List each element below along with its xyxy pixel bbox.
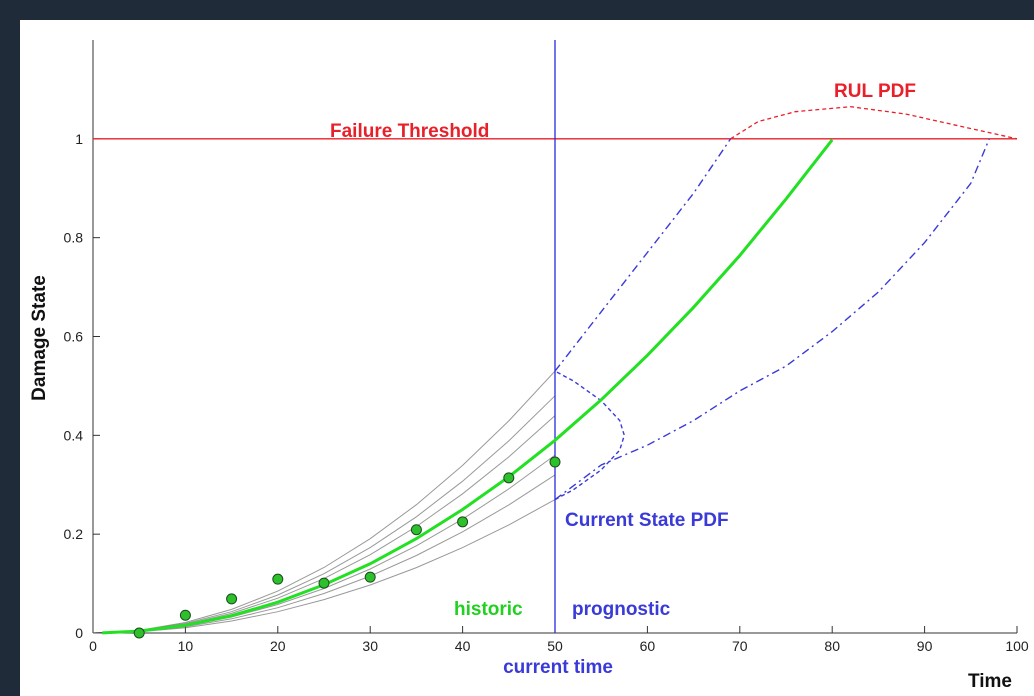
estimate-line (102, 138, 834, 635)
y-tick-label: 0.4 (64, 427, 84, 443)
observation (226, 593, 238, 605)
trajectory (92, 370, 556, 634)
x-tick-label: 20 (270, 638, 286, 654)
rul-pdf (730, 106, 1018, 140)
current-time-label: current time (503, 657, 613, 678)
prognostic-label: prognostic (572, 599, 671, 620)
x-tick-label: 80 (824, 638, 840, 654)
observation (410, 524, 422, 536)
y-tick-label: 0.6 (64, 329, 84, 345)
x-tick-label: 10 (178, 638, 194, 654)
x-tick-label: 30 (362, 638, 378, 654)
state-pdf-label: Current State PDF (565, 510, 729, 531)
x-tick-label: 70 (732, 638, 748, 654)
historic-label: historic (454, 599, 523, 620)
y-tick-label: 0.8 (64, 230, 84, 246)
observation (364, 571, 376, 583)
x-tick-label: 100 (1005, 638, 1029, 654)
plot-background (20, 20, 1034, 696)
x-tick-label: 90 (917, 638, 933, 654)
x-tick-label: 40 (455, 638, 471, 654)
x-axis-label: Time (968, 671, 1012, 692)
x-tick-label: 50 (547, 638, 563, 654)
observation (457, 516, 469, 528)
rul-pdf-label: RUL PDF (834, 81, 916, 102)
trajectory (92, 499, 556, 634)
y-tick-label: 0 (75, 625, 83, 641)
observation (549, 456, 561, 468)
lower-bound (554, 138, 990, 501)
y-tick-label: 1 (75, 131, 83, 147)
y-axis-label: Damage State (29, 275, 50, 401)
observation (133, 627, 145, 639)
x-tick-label: 60 (640, 638, 656, 654)
y-tick-label: 0.2 (64, 526, 84, 542)
observation (179, 609, 191, 621)
threshold-label: Failure Threshold (330, 121, 489, 142)
upper-bound (554, 138, 732, 372)
observation (318, 577, 330, 589)
observation (503, 472, 515, 484)
observation (272, 573, 284, 585)
state-pdf (554, 370, 626, 501)
x-tick-label: 0 (89, 638, 97, 654)
